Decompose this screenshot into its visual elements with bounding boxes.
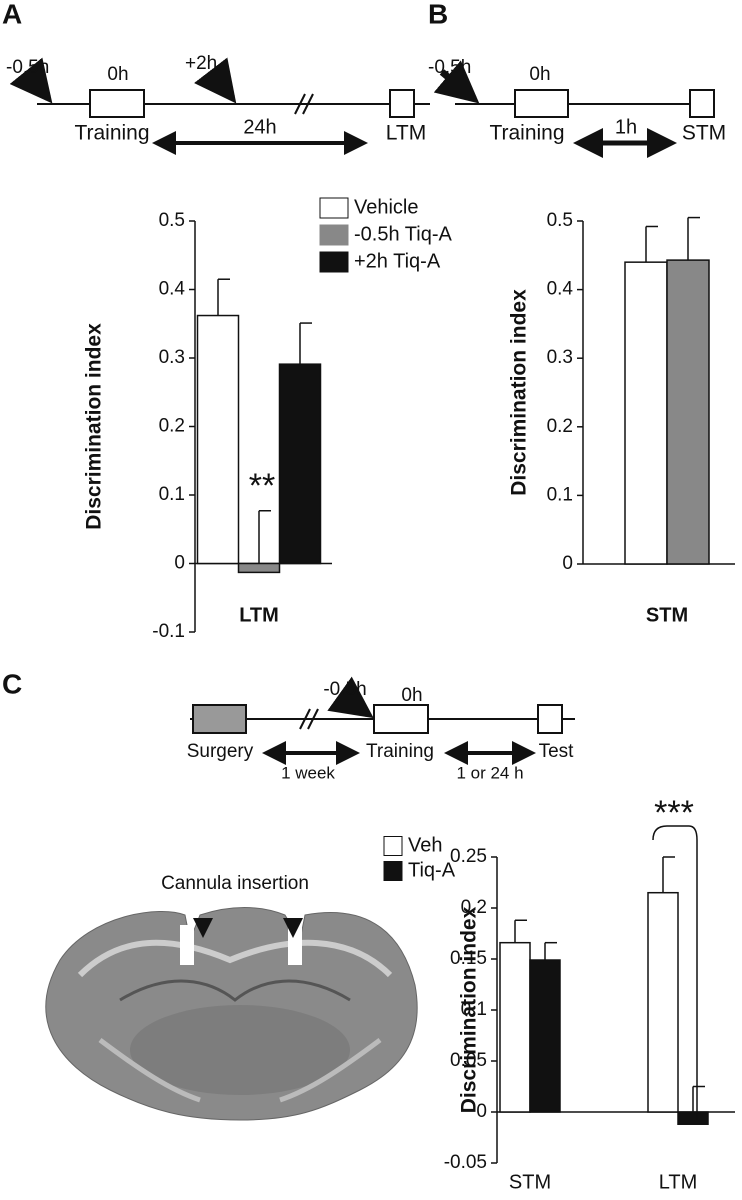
panel-label: A <box>2 0 22 29</box>
legend-swatch <box>319 224 349 246</box>
legend-label: -0.5h Tiq-A <box>354 223 452 245</box>
timeline-label: -0.5h <box>6 57 49 78</box>
timeline-label: Training <box>74 122 149 145</box>
timeline-label: 0h <box>401 685 422 706</box>
x-tick-label: LTM <box>239 604 279 626</box>
y-tick-label: 0 <box>476 1101 487 1122</box>
timeline-label: LTM <box>386 122 426 145</box>
legend-swatch <box>383 861 403 881</box>
legend-label: Tiq-A <box>408 859 456 881</box>
y-tick-label: 0.2 <box>461 897 487 918</box>
timeline-label: 0h <box>529 64 550 85</box>
bar <box>677 1111 709 1125</box>
y-tick-label: 0.5 <box>547 210 573 231</box>
timeline-label: 1h <box>615 116 637 138</box>
y-axis-label: Discrimination index <box>83 323 106 530</box>
x-tick-label: STM <box>646 604 688 626</box>
timeline-label: Training <box>366 741 434 762</box>
y-tick-label: 0 <box>562 553 573 574</box>
y-axis-label: Discrimination index <box>508 289 531 496</box>
y-tick-label: 0.15 <box>450 948 487 969</box>
significance: *** <box>654 794 694 832</box>
y-tick-label: 0.5 <box>159 210 185 231</box>
panel-label: B <box>428 0 448 29</box>
bar <box>624 261 668 565</box>
y-tick-label: 0 <box>174 553 185 574</box>
y-tick-label: 0.4 <box>159 279 186 300</box>
significance: ** <box>249 467 275 505</box>
y-tick-label: 0.25 <box>450 846 487 867</box>
y-tick-label: 0.3 <box>159 347 185 368</box>
significance-bracket <box>652 825 698 1120</box>
bar <box>499 941 531 1113</box>
bar <box>196 314 240 565</box>
timeline-label: STM <box>682 122 726 145</box>
y-tick-label: 0.4 <box>547 279 574 300</box>
y-tick-label: -0.1 <box>152 621 185 642</box>
timeline-label: Surgery <box>187 741 254 762</box>
legend-swatch <box>383 836 403 856</box>
timeline-b <box>433 60 715 158</box>
y-tick-label: 0.2 <box>547 416 573 437</box>
timeline-label: -0.5h <box>428 57 471 78</box>
timeline-c <box>190 676 575 765</box>
bar <box>278 363 322 565</box>
legend-label: Veh <box>408 834 442 856</box>
brain-section <box>45 907 418 1121</box>
x-tick-label: LTM <box>659 1171 698 1193</box>
timeline-label: -0.5h <box>323 679 366 700</box>
legend-label: Vehicle <box>354 196 419 218</box>
y-axis-label: Discrimination index <box>458 906 481 1113</box>
y-tick-label: 0.1 <box>547 484 573 505</box>
timeline-label: Test <box>539 741 575 762</box>
y-tick-label: 0.05 <box>450 1050 487 1071</box>
bar <box>666 259 710 565</box>
y-tick-label: 0.2 <box>159 416 185 437</box>
legend-label: +2h Tiq-A <box>354 250 441 272</box>
panel-label: C <box>2 668 22 699</box>
y-tick-label: 0.3 <box>547 347 573 368</box>
timeline-label: 24h <box>243 116 276 138</box>
y-tick-label: -0.05 <box>444 1152 487 1173</box>
bar <box>647 891 679 1113</box>
timeline-label: 0h <box>107 64 128 85</box>
timeline-a <box>9 57 430 155</box>
bar <box>237 562 281 574</box>
y-tick-label: 0.1 <box>159 484 185 505</box>
image-annotation: Cannula insertion <box>161 873 309 894</box>
y-tick-label: 0.1 <box>461 999 487 1020</box>
timeline-label: +2h <box>185 53 217 74</box>
legend-swatch <box>319 197 349 219</box>
legend-swatch <box>319 251 349 273</box>
timeline-label: 1 week <box>281 763 335 782</box>
bar <box>529 959 561 1113</box>
x-tick-label: STM <box>509 1171 551 1193</box>
timeline-label: Training <box>489 122 564 145</box>
timeline-label: 1 or 24 h <box>456 763 523 782</box>
